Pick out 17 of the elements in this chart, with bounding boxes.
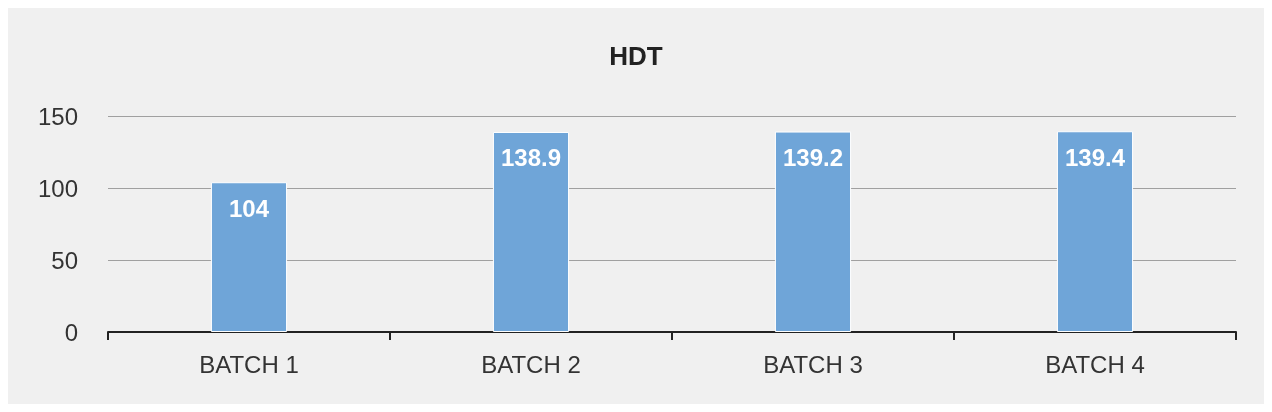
y-tick-label: 0 [64,318,78,346]
data-label: 139.4 [1064,143,1126,171]
y-tick-label: 150 [37,102,78,130]
bar [492,131,570,332]
data-label: 138.9 [500,144,562,172]
chart-title: HDT [609,41,663,71]
data-label: 139.2 [782,144,844,172]
x-tick-label: BATCH 3 [763,350,863,378]
x-tick-label: BATCH 4 [1045,350,1145,378]
bar [210,182,288,332]
bar [1056,131,1134,332]
data-label: 104 [228,194,270,222]
bar [774,131,852,332]
y-tick-label: 50 [51,246,78,274]
x-tick-label: BATCH 2 [481,350,581,378]
x-tick-label: BATCH 1 [199,350,299,378]
y-tick-label: 100 [37,174,78,202]
